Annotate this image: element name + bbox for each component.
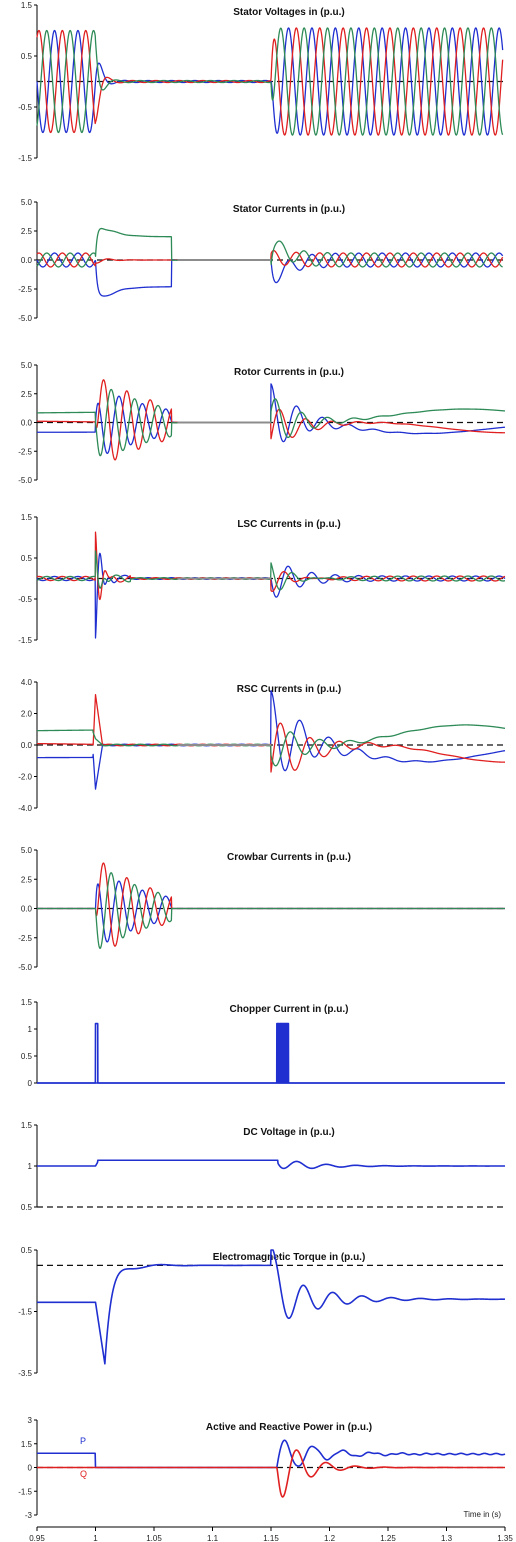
y-tick-label: -1.5	[18, 1487, 32, 1496]
series-line-green	[36, 550, 506, 591]
y-tick-label: 1.5	[21, 513, 33, 522]
y-tick-label: 3	[28, 1416, 33, 1425]
x-tick-label: 1.25	[380, 1534, 396, 1542]
y-tick-label: 0.5	[21, 1052, 33, 1061]
panel-9: Electromagnetic Torque in (p.u.) 0.5 -1.5 -…	[18, 1246, 506, 1378]
series-line-blue	[36, 690, 506, 790]
y-tick-label: 0	[28, 1464, 33, 1473]
y-tick-label: 2.5	[21, 875, 33, 884]
y-tick-label: -2.5	[18, 934, 32, 943]
y-tick-label: 2.0	[21, 710, 33, 719]
panel-title: RSC Currents in (p.u.)	[237, 684, 341, 695]
series-line-green	[36, 724, 506, 767]
panel-8: DC Voltage in (p.u.) 1.5 1 0.5	[21, 1121, 506, 1212]
x-axis-label: Time in (s)	[464, 1510, 502, 1519]
panel-title: DC Voltage in (p.u.)	[243, 1127, 334, 1138]
y-tick-label: -5.0	[18, 476, 32, 485]
series-line-red	[36, 379, 506, 461]
series-line-red	[36, 693, 506, 773]
y-tick-label: 0.0	[21, 905, 33, 914]
x-tick-label: 1.2	[324, 1534, 336, 1542]
panel-6: Crowbar Currents in (p.u.) 5.0 2.5 0.0 -2.5 -…	[18, 846, 506, 972]
y-tick-label: -0.5	[18, 103, 32, 112]
series-line-blue	[36, 1159, 506, 1170]
y-tick-label: -4.0	[18, 804, 32, 813]
y-tick-label: 1	[28, 1162, 33, 1171]
series-label-P: P	[80, 1436, 86, 1446]
series-line-blue	[36, 1249, 506, 1365]
series-line-green	[36, 872, 506, 949]
panel-title: Stator Voltages in (p.u.)	[233, 7, 344, 18]
y-tick-label: 5.0	[21, 361, 33, 370]
series-label-Q: Q	[80, 1469, 87, 1479]
series-line-red	[36, 1449, 506, 1498]
y-tick-label: 0.5	[21, 554, 33, 563]
y-tick-label: -5.0	[18, 963, 32, 972]
y-tick-label: 5.0	[21, 846, 33, 855]
y-tick-label: -2.5	[18, 285, 32, 294]
y-tick-label: 1	[28, 1025, 33, 1034]
panel-2: Stator Currents in (p.u.) 5.0 2.5 0.0 -2.5 -5…	[18, 198, 505, 323]
series-line-green	[36, 388, 506, 457]
x-tick-label: 1	[93, 1534, 98, 1542]
y-tick-label: 1.5	[21, 998, 33, 1007]
panel-1: Stator Voltages in (p.u.) 1.5 0.5 -0.5 -1.5	[18, 1, 505, 163]
y-tick-label: 0.5	[21, 1246, 33, 1255]
y-tick-label: -1.5	[18, 636, 32, 645]
series-line-red	[36, 27, 504, 136]
y-tick-label: -3	[25, 1511, 33, 1520]
x-tick-label: 1.3	[441, 1534, 453, 1542]
panel-10: Active and Reactive Power in (p.u.) 3 1.5 0…	[18, 1416, 506, 1520]
x-tick-label: 0.95	[29, 1534, 45, 1542]
series-line-green	[36, 27, 504, 136]
x-tick-label: 1.35	[497, 1534, 513, 1542]
y-tick-label: 0.0	[21, 256, 33, 265]
series-line-red	[36, 862, 506, 947]
y-tick-label: -2.0	[18, 773, 32, 782]
y-tick-label: 0.0	[21, 419, 33, 428]
y-tick-label: 2.5	[21, 390, 33, 399]
y-tick-label: 4.0	[21, 678, 33, 687]
panel-title: Crowbar Currents in (p.u.)	[227, 852, 351, 863]
series-line-red	[36, 531, 506, 601]
series-line-blue	[36, 383, 506, 455]
y-tick-label: 1.5	[21, 1, 33, 10]
x-tick-label: 1.15	[263, 1534, 279, 1542]
series-line-blue	[36, 1022, 506, 1084]
y-tick-label: 1.5	[21, 1440, 33, 1449]
panel-title: Electromagnetic Torque in (p.u.)	[213, 1252, 366, 1263]
series-line-blue	[36, 1439, 506, 1469]
y-tick-label: 1.5	[21, 1121, 33, 1130]
panel-title: Stator Currents in (p.u.)	[233, 204, 345, 215]
y-tick-label: 5.0	[21, 198, 33, 207]
y-tick-label: -2.5	[18, 447, 32, 456]
y-tick-label: 0	[28, 1079, 33, 1088]
y-tick-label: -0.5	[18, 595, 32, 604]
y-tick-label: 2.5	[21, 227, 33, 236]
y-tick-label: 0.5	[21, 52, 33, 61]
y-tick-label: -1.5	[18, 154, 32, 163]
panel-4: LSC Currents in (p.u.) 1.5 0.5 -0.5 -1.5	[18, 513, 506, 645]
panel-title: Rotor Currents in (p.u.)	[234, 367, 344, 378]
y-tick-label: 0.5	[21, 1203, 33, 1212]
series-line-green	[36, 227, 503, 268]
panel-5: RSC Currents in (p.u.) 4.0 2.0 0.0 -2.0 -4.0	[18, 678, 506, 813]
panel-3: Rotor Currents in (p.u.) 5.0 2.5 0.0 -2.5 -5.…	[18, 361, 506, 485]
y-tick-label: 0.0	[21, 741, 33, 750]
series-line-red	[36, 249, 504, 268]
y-tick-label: -3.5	[18, 1369, 32, 1378]
y-tick-label: -1.5	[18, 1308, 32, 1317]
panel-title: Active and Reactive Power in (p.u.)	[206, 1422, 372, 1433]
x-tick-label: 1.1	[207, 1534, 219, 1542]
panel-title: LSC Currents in (p.u.)	[237, 519, 340, 530]
panel-title: Chopper Current in (p.u.)	[230, 1004, 349, 1015]
x-tick-label: 1.05	[146, 1534, 162, 1542]
y-tick-label: -5.0	[18, 314, 32, 323]
panel-7: Chopper Current in (p.u.) 1.5 1 0.5 0	[21, 998, 506, 1088]
time-axis: 0.95 1 1.05 1.1 1.15 1.2 1.25 1.3 1.35 Time in (s…	[29, 1510, 513, 1542]
